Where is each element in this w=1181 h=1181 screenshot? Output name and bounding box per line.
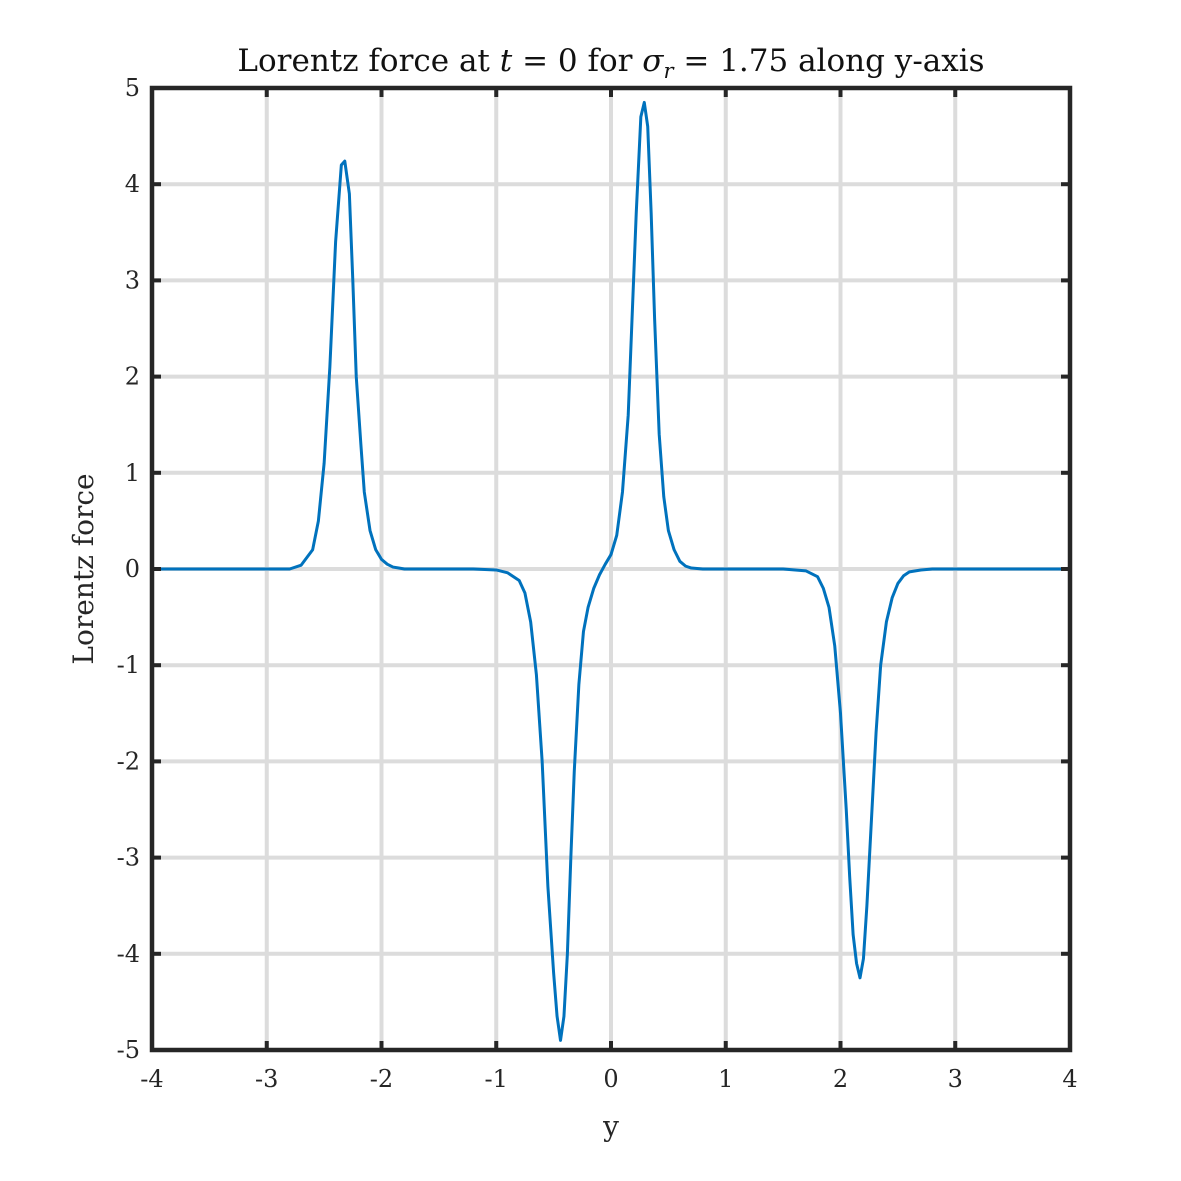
plot-area	[152, 100, 1070, 1042]
y-tick-label: 1	[125, 459, 140, 487]
x-tick-label: -1	[485, 1065, 508, 1093]
x-tick-label: 0	[603, 1065, 618, 1093]
y-tick-label: -2	[117, 747, 140, 775]
x-tick-label: 3	[948, 1065, 963, 1093]
x-tick-label: -4	[140, 1065, 163, 1093]
title-var-t: t	[500, 43, 513, 79]
x-tick-label: -2	[370, 1065, 393, 1093]
title-equals-2: = 1.75 along y-axis	[674, 43, 985, 79]
title-prefix: Lorentz force at	[237, 43, 499, 79]
y-tick-label: 4	[125, 170, 140, 198]
x-tick-label: -3	[255, 1065, 278, 1093]
y-tick-label: -3	[117, 844, 140, 872]
y-tick-label: -1	[117, 651, 140, 679]
y-tick-label: 3	[125, 266, 140, 294]
y-tick-label: 2	[125, 363, 140, 391]
y-axis-label: Lorentz force	[67, 473, 100, 664]
series-line	[152, 100, 1070, 1042]
title-equals-1: = 0 for	[512, 43, 642, 79]
x-tick-label: 2	[833, 1065, 848, 1093]
axes-box	[149, 85, 1073, 1053]
title-var-sigma: σ	[642, 43, 664, 79]
x-axis-label: y	[602, 1110, 619, 1143]
y-tick-label: 5	[125, 74, 140, 102]
x-tick-label: 1	[718, 1065, 733, 1093]
title-sub-r: r	[663, 59, 675, 83]
x-tick-label: 4	[1062, 1065, 1077, 1093]
y-tick-label: 0	[125, 555, 140, 583]
chart-title: Lorentz force at t = 0 for σr = 1.75 alo…	[237, 43, 984, 83]
y-tick-label: -5	[117, 1036, 140, 1064]
y-tick-label: -4	[117, 940, 140, 968]
